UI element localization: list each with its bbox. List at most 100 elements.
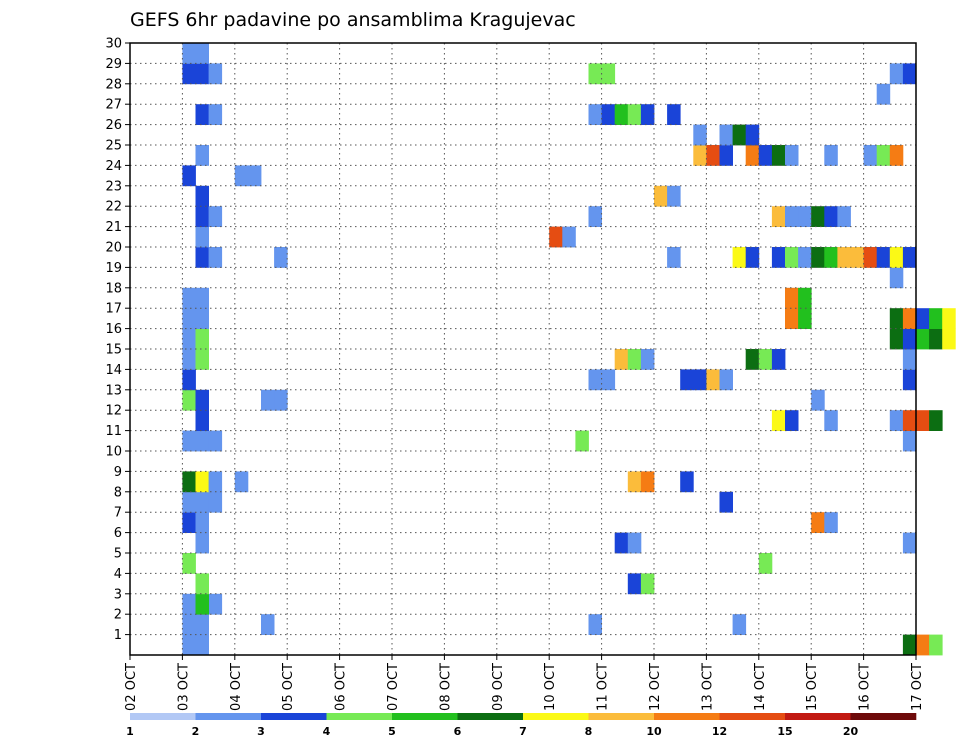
heat-cell [247,165,262,187]
legend-swatch [654,713,720,720]
heat-cell [654,185,668,207]
y-tick-label: 16 [105,322,122,337]
heat-cell [234,165,249,187]
heat-cell [261,614,275,635]
heat-cell [234,471,249,493]
x-tick-label: 16 OCT [858,663,873,711]
heat-cell [824,206,838,227]
heat-cell [195,491,209,513]
heat-cell [693,369,707,391]
y-tick-label: 14 [105,363,122,378]
heat-cell [693,124,707,146]
heat-cell [876,247,891,268]
y-tick-label: 4 [114,567,122,582]
heat-cell [889,267,904,289]
legend-swatch [523,713,589,720]
heat-cell [719,491,733,513]
x-tick-label: 07 OCT [386,663,401,711]
y-tick-label: 10 [105,445,122,460]
heat-cell [745,124,760,146]
y-tick-label: 21 [105,220,122,235]
cells-layer [182,43,956,656]
heat-cell [588,63,602,85]
heat-cell [758,349,773,370]
y-tick-label: 22 [105,200,122,215]
heat-cell [208,491,223,513]
heat-cell [745,247,760,268]
heat-cell [732,614,747,635]
heat-cell [902,532,917,554]
legend-label: 10 [646,725,662,738]
heat-cell [182,287,196,309]
y-tick-label: 9 [114,465,122,480]
heat-cell [863,145,878,166]
heat-cell [182,63,196,85]
heat-cell [601,104,616,125]
heat-cell [195,410,209,431]
x-tick-label: 02 OCT [124,663,139,711]
legend-label: 20 [843,725,859,738]
heat-cell [627,349,642,370]
heat-cell [680,369,694,391]
heat-cell [732,124,747,146]
heat-cell [195,471,209,493]
heat-cell [627,573,642,595]
y-tick-label: 19 [105,261,122,276]
heat-cell [195,389,209,411]
heat-cell [850,247,864,268]
heat-cell [195,63,209,85]
y-tick-label: 23 [105,179,122,194]
y-tick-label: 11 [105,424,122,439]
legend-swatch [130,713,196,720]
x-tick-label: 13 OCT [700,663,715,711]
heat-cell [942,328,956,350]
y-tick-label: 29 [105,57,122,72]
y-tick-label: 3 [114,587,122,602]
heat-cell [902,328,917,350]
heat-cell [889,63,904,85]
heat-cell [195,287,209,309]
heat-cell [614,349,629,370]
heat-cell [208,104,223,125]
y-tick-label: 24 [105,159,122,174]
heat-cell [640,471,655,493]
heat-cell [195,308,209,329]
x-tick-label: 14 OCT [753,663,768,711]
heat-cell [667,104,681,125]
heat-cell [916,308,930,329]
heat-cell [182,43,196,64]
heat-cell [667,247,681,268]
heat-cell [195,247,209,268]
heat-cell [785,247,799,268]
heat-cell [771,410,786,431]
heat-cell [798,247,812,268]
heat-cell [195,206,209,227]
heat-cell [798,287,812,309]
legend-label: 4 [323,725,331,738]
heat-cell [208,471,223,493]
heat-cell [182,165,196,187]
y-tick-label: 26 [105,118,122,133]
heat-cell [811,206,825,227]
legend-label: 15 [777,725,792,738]
legend-swatch [261,713,327,720]
x-tick-label: 04 OCT [229,663,244,711]
heat-cell [195,512,209,533]
x-axis: 02 OCT 03 OCT 04 OCT 05 OCT 06 OCT 07 OCT 08 O… [124,655,925,711]
heat-cell [562,226,576,248]
heat-cell [785,145,799,166]
heat-cell [182,471,196,493]
legend-swatch [850,713,917,720]
y-tick-label: 25 [105,139,122,154]
heat-cell [588,369,602,391]
x-tick-label: 11 OCT [596,663,611,711]
heat-cell [601,369,616,391]
heat-cell [824,512,838,533]
heat-cell [902,410,917,431]
x-tick-label: 05 OCT [281,663,296,711]
legend-swatch [719,713,786,720]
heat-cell [208,247,223,268]
heat-cell [929,634,943,656]
